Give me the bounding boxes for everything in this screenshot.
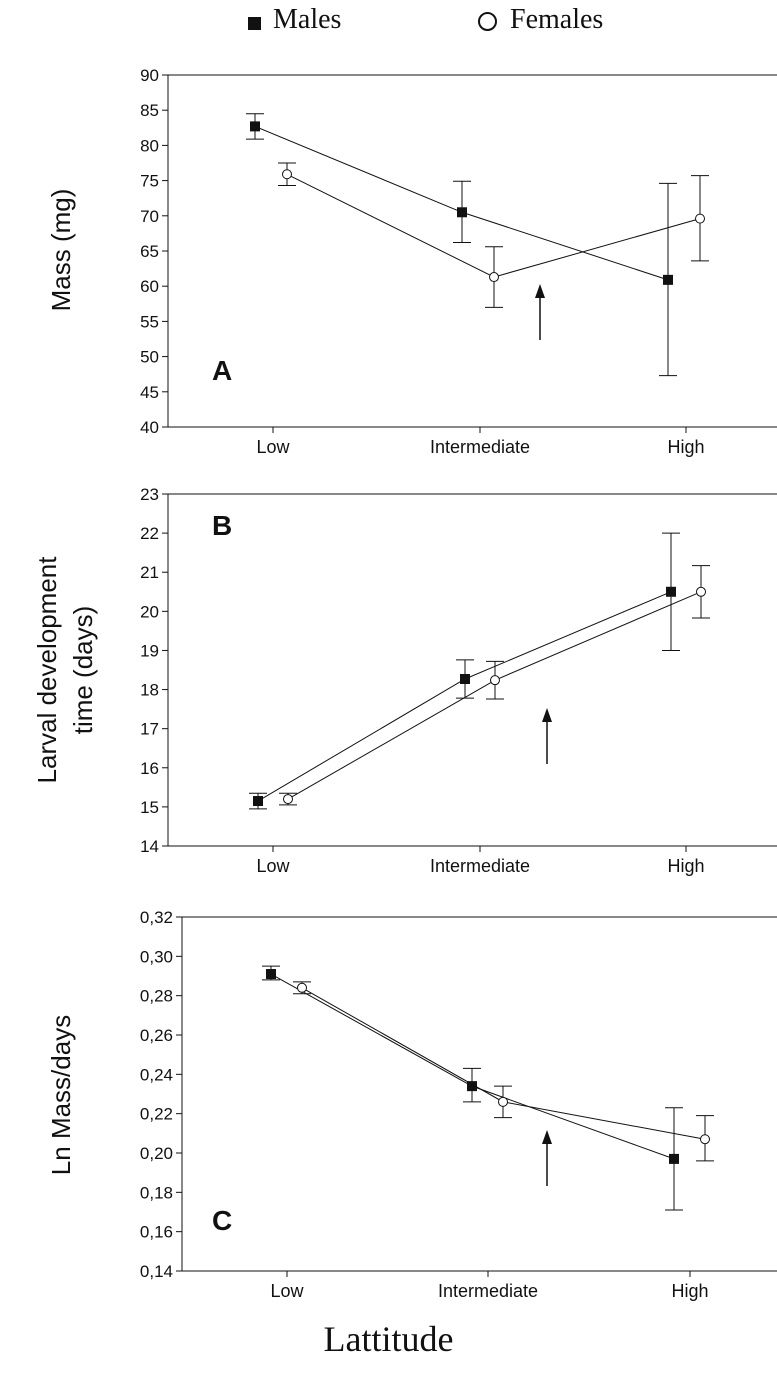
x-tick-label: High xyxy=(671,1281,708,1301)
data-point-females xyxy=(282,169,292,180)
y-tick-label: 75 xyxy=(140,172,159,191)
data-point-females xyxy=(700,1134,710,1145)
data-point-females xyxy=(498,1096,508,1107)
y-tick-label: 20 xyxy=(140,602,159,621)
arrow-head xyxy=(542,1130,552,1144)
y-tick-label: 45 xyxy=(140,383,159,402)
y-tick-label: 50 xyxy=(140,348,159,367)
y-tick-label: 17 xyxy=(140,720,159,739)
y-tick-label: 15 xyxy=(140,798,159,817)
data-point-females xyxy=(695,213,705,224)
arrow-head xyxy=(535,284,545,298)
data-point-males xyxy=(266,969,276,980)
y-tick-label: 21 xyxy=(140,563,159,582)
y-tick-label: 40 xyxy=(140,418,159,437)
legend: Males Females xyxy=(0,0,777,50)
data-point-males xyxy=(663,274,673,285)
females-legend-label: Females xyxy=(510,4,604,35)
data-point-males xyxy=(457,207,467,218)
panel-a: 40 45 50 55 60 65 70 75 80 85 90 Low Intermediate Hig… xyxy=(46,66,777,457)
y-tick-label: 18 xyxy=(140,681,159,700)
y-tick-label: 70 xyxy=(140,207,159,226)
y-tick-label: 0,30 xyxy=(140,947,173,966)
y-tick-label: 0,20 xyxy=(140,1144,173,1163)
x-axis-title: Lattitude xyxy=(323,1319,454,1359)
x-tick-label: High xyxy=(667,437,704,457)
y-tick-label: 65 xyxy=(140,242,159,261)
males-legend-label: Males xyxy=(273,4,342,35)
data-point-females xyxy=(489,272,499,283)
x-tick-label: Low xyxy=(256,856,290,876)
series-line-males xyxy=(270,973,675,1160)
data-point-males xyxy=(250,121,260,132)
data-point-females xyxy=(696,586,706,597)
males-legend-marker xyxy=(248,17,261,30)
y-tick-label: 0,32 xyxy=(140,908,173,927)
y-axis-title: Mass (mg) xyxy=(46,189,76,312)
x-tick-label: Intermediate xyxy=(430,437,530,457)
y-tick-label: 90 xyxy=(140,66,159,85)
data-point-females xyxy=(490,675,500,686)
y-tick-label: 16 xyxy=(140,759,159,778)
x-tick-label: Low xyxy=(270,1281,304,1301)
x-tick-label: Low xyxy=(256,437,290,457)
panel-letter: B xyxy=(212,510,232,541)
females-legend-marker xyxy=(478,12,497,31)
y-tick-label: 19 xyxy=(140,641,159,660)
data-point-males xyxy=(460,673,470,684)
y-tick-label: 0,18 xyxy=(140,1183,173,1202)
y-tick-label: 0,26 xyxy=(140,1026,173,1045)
y-tick-label: 22 xyxy=(140,524,159,543)
panel-b: 14 15 16 17 18 19 20 21 22 23 Low Intermediate High B… xyxy=(32,485,777,876)
y-axis-title: Larval development time (days) xyxy=(32,556,98,784)
y-tick-label: 23 xyxy=(140,485,159,504)
y-tick-label: 0,22 xyxy=(140,1105,173,1124)
y-tick-label: 0,16 xyxy=(140,1223,173,1242)
panel-c: 0,14 0,16 0,18 0,20 0,22 0,24 0,26 0,28 0,30 0,32… xyxy=(46,908,777,1301)
x-tick-label: High xyxy=(667,856,704,876)
y-tick-label: 60 xyxy=(140,277,159,296)
panel-letter: C xyxy=(212,1205,232,1236)
y-tick-label: 55 xyxy=(140,312,159,331)
y-tick-label: 0,24 xyxy=(140,1065,173,1084)
y-axis-title: Ln Mass/days xyxy=(46,1015,76,1175)
x-tick-label: Intermediate xyxy=(438,1281,538,1301)
data-point-females xyxy=(297,982,307,993)
data-point-males xyxy=(467,1081,477,1092)
arrow-head xyxy=(542,708,552,722)
panel-letter: A xyxy=(212,355,232,386)
data-point-females xyxy=(283,794,293,805)
y-tick-label: 80 xyxy=(140,136,159,155)
data-point-males xyxy=(253,796,263,807)
data-point-males xyxy=(669,1153,679,1164)
data-point-males xyxy=(666,586,676,597)
y-tick-label: 14 xyxy=(140,837,159,856)
x-tick-label: Intermediate xyxy=(430,856,530,876)
y-tick-label: 85 xyxy=(140,101,159,120)
y-tick-label: 0,28 xyxy=(140,987,173,1006)
y-tick-label: 0,14 xyxy=(140,1262,173,1281)
